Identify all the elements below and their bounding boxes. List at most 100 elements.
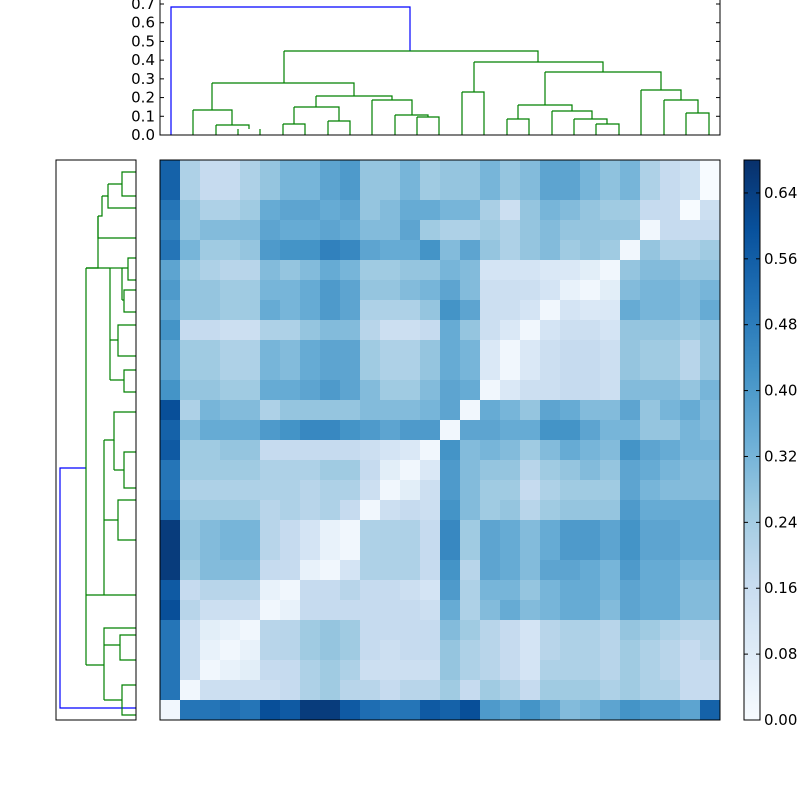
heatmap-cell bbox=[580, 460, 601, 481]
heatmap-cell bbox=[560, 320, 581, 341]
heatmap-cell bbox=[640, 280, 661, 301]
heatmap-cell bbox=[520, 360, 541, 381]
heatmap-cell bbox=[360, 400, 381, 421]
top-dendrogram-link bbox=[212, 82, 355, 96]
heatmap-cell bbox=[580, 440, 601, 461]
heatmap-cell bbox=[160, 320, 181, 341]
left-dendrogram-link bbox=[114, 451, 136, 489]
heatmap-cell bbox=[260, 420, 281, 441]
heatmap-cell bbox=[680, 280, 701, 301]
heatmap-cell bbox=[260, 320, 281, 341]
heatmap-cell bbox=[220, 380, 241, 401]
heatmap-cell bbox=[400, 640, 421, 661]
heatmap-cell bbox=[220, 680, 241, 701]
heatmap-cell bbox=[180, 560, 201, 581]
left-dendrogram-link bbox=[104, 634, 136, 661]
heatmap-cell bbox=[380, 500, 401, 521]
heatmap-cell bbox=[580, 640, 601, 661]
heatmap-cell bbox=[220, 180, 241, 201]
heatmap-cell bbox=[220, 600, 241, 621]
heatmap-cell bbox=[540, 240, 561, 261]
heatmap-cell bbox=[340, 380, 361, 401]
heatmap-cell bbox=[360, 200, 381, 221]
heatmap-cell bbox=[460, 200, 481, 221]
heatmap-cell bbox=[620, 380, 641, 401]
heatmap-cell bbox=[220, 160, 241, 181]
heatmap-cell bbox=[480, 480, 501, 501]
left-dendrogram bbox=[55, 159, 137, 721]
heatmap-cell bbox=[320, 340, 341, 361]
left-dendrogram-link bbox=[122, 257, 136, 281]
heatmap-cell bbox=[680, 300, 701, 321]
heatmap-cell bbox=[500, 480, 521, 501]
heatmap-cell bbox=[320, 540, 341, 561]
colorbar-tick-label: 0.32 bbox=[764, 447, 797, 465]
heatmap-cell bbox=[460, 580, 481, 601]
top-dendrogram-tick-label: 0.5 bbox=[131, 32, 155, 50]
left-dendrogram-link bbox=[98, 196, 103, 217]
heatmap-cell bbox=[400, 180, 421, 201]
heatmap-cell bbox=[460, 420, 481, 441]
heatmap-cell bbox=[180, 360, 201, 381]
heatmap-cell bbox=[480, 300, 501, 321]
heatmap-cell bbox=[280, 660, 301, 681]
heatmap-cell bbox=[540, 700, 561, 721]
heatmap-cell bbox=[580, 180, 601, 201]
heatmap-cell bbox=[340, 580, 361, 601]
heatmap-cell bbox=[540, 620, 561, 641]
heatmap-cell bbox=[280, 300, 301, 321]
heatmap-cell bbox=[180, 280, 201, 301]
heatmap-cell bbox=[500, 400, 521, 421]
heatmap-cell bbox=[700, 620, 721, 641]
heatmap-cell bbox=[160, 400, 181, 421]
heatmap-cell bbox=[360, 380, 381, 401]
heatmap-cell bbox=[300, 660, 321, 681]
heatmap-cell bbox=[700, 540, 721, 561]
heatmap-cell bbox=[180, 300, 201, 321]
heatmap-cell bbox=[320, 560, 341, 581]
heatmap-cell bbox=[420, 160, 441, 181]
heatmap-cell bbox=[480, 260, 501, 281]
heatmap-cell bbox=[240, 600, 261, 621]
heatmap-cell bbox=[520, 240, 541, 261]
heatmap-cell bbox=[280, 360, 301, 381]
heatmap-cell bbox=[560, 540, 581, 561]
heatmap-cell bbox=[200, 460, 221, 481]
heatmap-cell bbox=[380, 520, 401, 541]
colorbar-tick-label: 0.16 bbox=[764, 579, 797, 597]
top-dendrogram-tick-label: 0.3 bbox=[131, 70, 155, 88]
heatmap-cell bbox=[540, 200, 561, 221]
left-dendrogram-link bbox=[86, 627, 136, 700]
heatmap-cell bbox=[540, 680, 561, 701]
heatmap-cell bbox=[160, 460, 181, 481]
heatmap-cell bbox=[460, 560, 481, 581]
heatmap-cell bbox=[540, 160, 561, 181]
heatmap-cell bbox=[320, 180, 341, 201]
heatmap-cell bbox=[420, 520, 441, 541]
heatmap-cell bbox=[260, 500, 281, 521]
heatmap-cell bbox=[260, 200, 281, 221]
heatmap-cell bbox=[340, 640, 361, 661]
heatmap-cell bbox=[700, 340, 721, 361]
heatmap-cell bbox=[260, 220, 281, 241]
heatmap-cell bbox=[540, 280, 561, 301]
heatmap-cell bbox=[680, 580, 701, 601]
heatmap-cell bbox=[420, 300, 441, 321]
heatmap-cell bbox=[540, 520, 561, 541]
heatmap-cell bbox=[680, 160, 701, 181]
heatmap-cell bbox=[520, 600, 541, 621]
heatmap-cell bbox=[560, 160, 581, 181]
top-dendrogram-links bbox=[170, 6, 710, 135]
heatmap-cell bbox=[200, 220, 221, 241]
heatmap-cell bbox=[200, 480, 221, 501]
heatmap-cell bbox=[300, 180, 321, 201]
heatmap-cell bbox=[600, 580, 621, 601]
heatmap-cell bbox=[400, 460, 421, 481]
top-dendrogram-link bbox=[372, 99, 413, 115]
heatmap-cell bbox=[360, 500, 381, 521]
heatmap-cell bbox=[640, 160, 661, 181]
heatmap-cell bbox=[480, 660, 501, 681]
heatmap-cell bbox=[260, 580, 281, 601]
heatmap-cell bbox=[200, 200, 221, 221]
heatmap-cell bbox=[640, 680, 661, 701]
